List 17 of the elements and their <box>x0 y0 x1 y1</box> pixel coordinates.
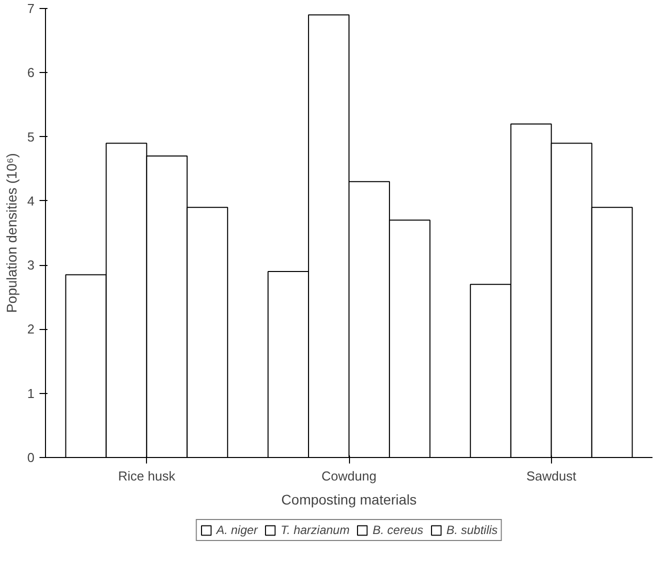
x-axis-title: Composting materials <box>281 492 417 508</box>
legend-label: B. subtilis <box>446 523 498 537</box>
y-tick-label: 7 <box>27 1 35 16</box>
y-tick-label: 1 <box>27 386 35 401</box>
y-tick-label: 4 <box>27 193 35 208</box>
y-tick-label: 2 <box>27 322 35 337</box>
legend-label: T. harzianum <box>280 523 350 537</box>
y-axis-title: Population densities (10⁶) <box>3 153 20 313</box>
x-tick-label: Sawdust <box>526 468 577 484</box>
y-tick-label: 0 <box>27 450 35 465</box>
y-tick-label: 3 <box>27 258 35 273</box>
x-tick-label: Cowdung <box>322 468 376 484</box>
y-tick-label: 6 <box>27 65 35 80</box>
legend-label: A. niger <box>216 523 258 537</box>
legend-label: B. cereus <box>372 523 424 537</box>
x-tick-label: Rice husk <box>118 468 176 484</box>
y-tick-label: 5 <box>27 129 35 144</box>
